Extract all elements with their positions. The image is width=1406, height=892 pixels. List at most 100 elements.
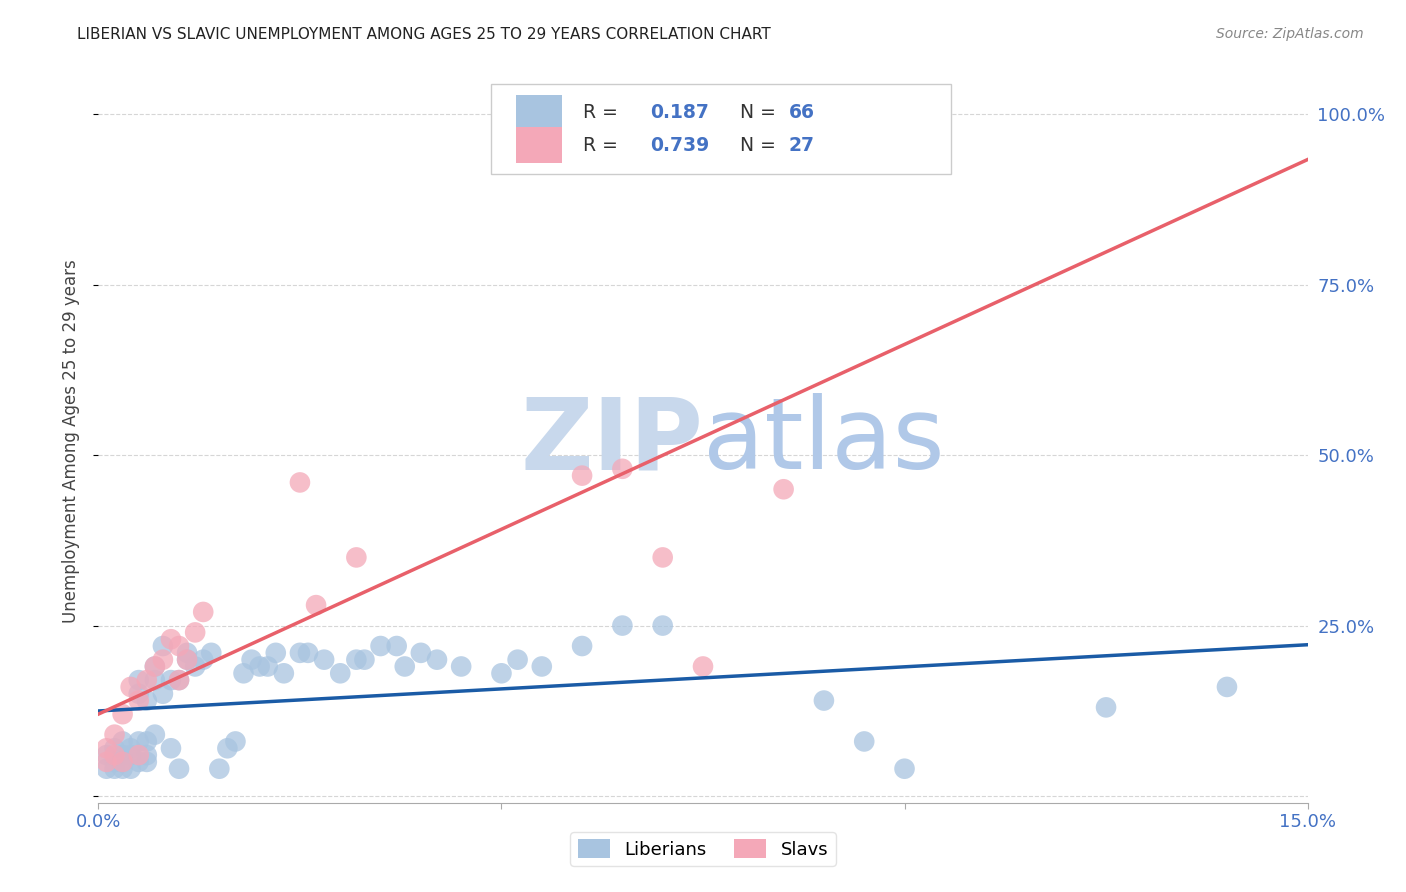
Point [314, 653, 336, 667]
Point [813, 107, 835, 121]
Point [651, 618, 673, 632]
Point [651, 550, 673, 565]
Point [167, 762, 190, 776]
Point [111, 748, 134, 763]
Point [152, 653, 174, 667]
Point [232, 666, 254, 681]
Text: LIBERIAN VS SLAVIC UNEMPLOYMENT AMONG AGES 25 TO 29 YEARS CORRELATION CHART: LIBERIAN VS SLAVIC UNEMPLOYMENT AMONG AG… [77, 27, 770, 42]
Point [111, 755, 134, 769]
Point [152, 639, 174, 653]
Point [288, 646, 311, 660]
Text: 66: 66 [789, 103, 815, 122]
Point [394, 659, 416, 673]
Text: 27: 27 [789, 136, 815, 155]
FancyBboxPatch shape [516, 128, 561, 163]
Point [111, 755, 134, 769]
Point [160, 673, 183, 687]
Point [240, 653, 263, 667]
Point [193, 605, 215, 619]
Point [288, 475, 311, 490]
Point [120, 762, 142, 776]
Point [160, 632, 183, 647]
Point [506, 653, 529, 667]
Y-axis label: Unemployment Among Ages 25 to 29 years: Unemployment Among Ages 25 to 29 years [62, 260, 80, 624]
Point [152, 687, 174, 701]
Point [103, 741, 125, 756]
Point [370, 639, 392, 653]
Point [111, 707, 134, 722]
Point [120, 748, 142, 763]
Point [353, 653, 375, 667]
Text: atlas: atlas [703, 393, 945, 490]
Point [111, 734, 134, 748]
Point [385, 639, 408, 653]
Point [103, 762, 125, 776]
Point [426, 653, 449, 667]
Point [135, 755, 157, 769]
Point [184, 625, 207, 640]
Point [103, 748, 125, 763]
Point [143, 673, 166, 687]
Point [135, 693, 157, 707]
Point [491, 666, 513, 681]
Point [143, 659, 166, 673]
Point [530, 659, 553, 673]
Text: Source: ZipAtlas.com: Source: ZipAtlas.com [1216, 27, 1364, 41]
Point [176, 646, 198, 660]
Point [893, 762, 915, 776]
Point [96, 741, 118, 756]
Point [128, 687, 150, 701]
Point [96, 748, 118, 763]
Point [167, 673, 190, 687]
Point [120, 741, 142, 756]
Point [612, 618, 634, 632]
Point [120, 680, 142, 694]
Point [1216, 680, 1239, 694]
Point [344, 653, 367, 667]
Point [96, 755, 118, 769]
Point [128, 748, 150, 763]
Point [135, 734, 157, 748]
Text: 0.739: 0.739 [650, 136, 709, 155]
Point [143, 728, 166, 742]
Point [571, 468, 593, 483]
Legend: Liberians, Slavs: Liberians, Slavs [571, 832, 835, 866]
Point [1095, 700, 1118, 714]
Point [853, 734, 876, 748]
Text: N =: N = [741, 103, 782, 122]
Point [128, 693, 150, 707]
Text: R =: R = [583, 103, 624, 122]
Point [692, 659, 714, 673]
Point [128, 673, 150, 687]
Point [329, 666, 352, 681]
Point [200, 646, 222, 660]
Point [103, 755, 125, 769]
Point [143, 659, 166, 673]
Text: ZIP: ZIP [520, 393, 703, 490]
Point [111, 762, 134, 776]
Point [224, 734, 246, 748]
Text: N =: N = [741, 136, 782, 155]
Point [176, 653, 198, 667]
Point [167, 639, 190, 653]
Point [571, 639, 593, 653]
Point [344, 550, 367, 565]
Point [167, 673, 190, 687]
Point [612, 462, 634, 476]
Point [249, 659, 271, 673]
Point [103, 728, 125, 742]
Point [409, 646, 432, 660]
Point [184, 659, 207, 673]
Point [813, 693, 835, 707]
Point [264, 646, 287, 660]
Point [273, 666, 295, 681]
Text: R =: R = [583, 136, 624, 155]
Point [135, 748, 157, 763]
Point [450, 659, 472, 673]
Point [256, 659, 278, 673]
FancyBboxPatch shape [492, 84, 950, 174]
Point [96, 762, 118, 776]
Point [208, 762, 231, 776]
Point [176, 653, 198, 667]
Point [193, 653, 215, 667]
